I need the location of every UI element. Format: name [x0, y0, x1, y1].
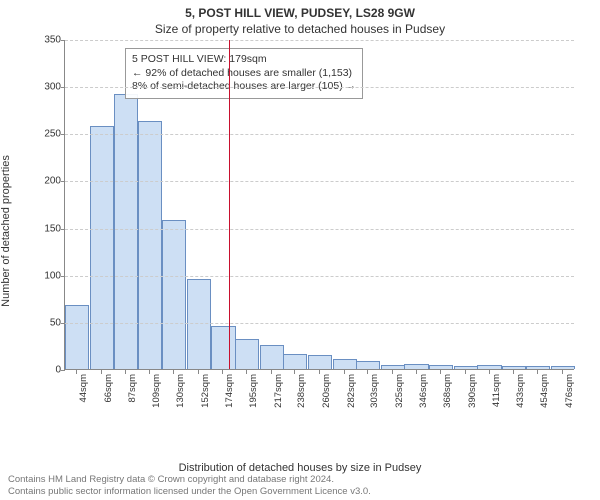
y-tick-label: 0: [37, 365, 61, 376]
x-axis-label: Distribution of detached houses by size …: [0, 462, 600, 474]
x-tick-label: 195sqm: [248, 374, 259, 418]
x-tick-mark: [392, 370, 393, 374]
x-tick-mark: [271, 370, 272, 374]
x-tick-mark: [562, 370, 563, 374]
y-tick-mark: [61, 276, 65, 277]
y-tick-mark: [61, 229, 65, 230]
x-tick-label: 152sqm: [200, 374, 211, 418]
chart-container: Number of detached properties 5 POST HIL…: [44, 40, 574, 410]
histogram-bar: [551, 366, 575, 369]
x-tick-label: 217sqm: [273, 374, 284, 418]
histogram-bar: [235, 339, 259, 369]
y-tick-mark: [61, 181, 65, 182]
x-tick-mark: [465, 370, 466, 374]
histogram-bar: [65, 305, 89, 369]
x-tick-label: 87sqm: [127, 374, 138, 418]
histogram-bar: [381, 365, 405, 369]
y-tick-label: 200: [37, 176, 61, 187]
x-tick-mark: [246, 370, 247, 374]
y-tick-label: 250: [37, 129, 61, 140]
x-tick-label: 260sqm: [321, 374, 332, 418]
y-tick-label: 300: [37, 82, 61, 93]
y-tick-mark: [61, 323, 65, 324]
x-tick-label: 130sqm: [175, 374, 186, 418]
x-tick-label: 454sqm: [539, 374, 550, 418]
plot-area: 5 POST HILL VIEW: 179sqm ← 92% of detach…: [64, 40, 574, 370]
histogram-bar: [502, 366, 526, 369]
histogram-bar: [211, 326, 235, 369]
histogram-bar: [260, 345, 284, 370]
x-tick-mark: [319, 370, 320, 374]
y-tick-label: 100: [37, 270, 61, 281]
x-tick-label: 368sqm: [442, 374, 453, 418]
x-tick-label: 174sqm: [224, 374, 235, 418]
x-tick-mark: [198, 370, 199, 374]
y-tick-mark: [61, 87, 65, 88]
annotation-line-1: 5 POST HILL VIEW: 179sqm: [132, 53, 356, 67]
histogram-bar: [162, 220, 186, 369]
x-tick-label: 303sqm: [369, 374, 380, 418]
x-tick-label: 346sqm: [418, 374, 429, 418]
x-tick-mark: [125, 370, 126, 374]
footer-line-2: Contains public sector information licen…: [8, 486, 371, 498]
y-tick-label: 150: [37, 223, 61, 234]
x-tick-mark: [101, 370, 102, 374]
y-tick-mark: [61, 40, 65, 41]
x-tick-mark: [416, 370, 417, 374]
chart-title-sub: Size of property relative to detached ho…: [0, 20, 600, 36]
histogram-bar: [90, 126, 114, 369]
histogram-bar: [356, 361, 380, 369]
histogram-bar: [333, 359, 357, 369]
y-axis-label: Number of detached properties: [0, 155, 12, 307]
x-tick-label: 411sqm: [491, 374, 502, 418]
x-tick-mark: [344, 370, 345, 374]
x-tick-label: 109sqm: [151, 374, 162, 418]
x-tick-label: 44sqm: [78, 374, 89, 418]
grid-line: [65, 134, 574, 135]
footer-line-1: Contains HM Land Registry data © Crown c…: [8, 474, 371, 486]
annotation-line-2: ← 92% of detached houses are smaller (1,…: [132, 67, 356, 81]
x-tick-label: 282sqm: [346, 374, 357, 418]
histogram-bar: [526, 366, 550, 369]
grid-line: [65, 40, 574, 41]
grid-line: [65, 323, 574, 324]
histogram-bar: [454, 366, 478, 369]
histogram-bar: [404, 364, 428, 369]
histogram-bar: [283, 354, 307, 369]
histogram-bar: [138, 121, 162, 369]
y-tick-mark: [61, 134, 65, 135]
x-tick-label: 238sqm: [296, 374, 307, 418]
x-tick-label: 66sqm: [103, 374, 114, 418]
grid-line: [65, 276, 574, 277]
histogram-bar: [308, 355, 332, 369]
y-tick-label: 350: [37, 35, 61, 46]
x-tick-label: 433sqm: [515, 374, 526, 418]
x-tick-label: 390sqm: [467, 374, 478, 418]
chart-title-main: 5, POST HILL VIEW, PUDSEY, LS28 9GW: [0, 0, 600, 20]
grid-line: [65, 87, 574, 88]
histogram-bar: [477, 365, 501, 369]
x-tick-label: 476sqm: [564, 374, 575, 418]
footer-attribution: Contains HM Land Registry data © Crown c…: [8, 474, 371, 498]
x-tick-mark: [173, 370, 174, 374]
y-tick-mark: [61, 370, 65, 371]
reference-line: [229, 40, 230, 369]
x-tick-label: 325sqm: [394, 374, 405, 418]
grid-line: [65, 181, 574, 182]
x-tick-mark: [537, 370, 538, 374]
grid-line: [65, 229, 574, 230]
annotation-box: 5 POST HILL VIEW: 179sqm ← 92% of detach…: [125, 48, 363, 99]
histogram-bar: [429, 365, 453, 369]
x-tick-mark: [489, 370, 490, 374]
y-tick-label: 50: [37, 317, 61, 328]
